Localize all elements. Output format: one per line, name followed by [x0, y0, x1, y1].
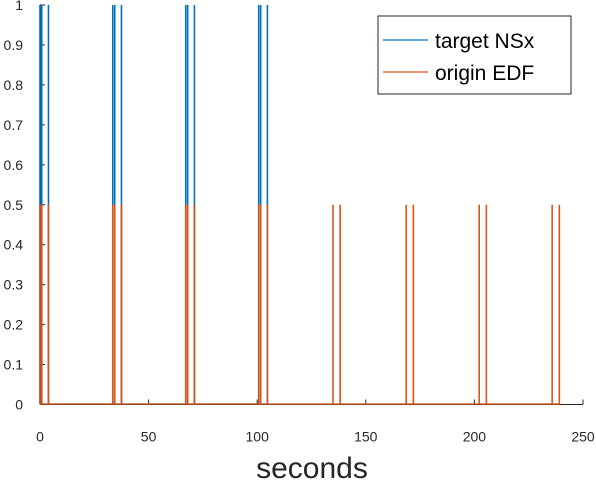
x-tick-label: 150	[354, 429, 378, 445]
y-tick-label: 0.7	[4, 117, 24, 133]
x-axis-title: seconds	[256, 452, 368, 483]
x-tick-label: 250	[571, 429, 595, 445]
y-tick-label: 0.2	[4, 317, 24, 333]
series-layer	[39, 5, 561, 405]
y-ticks: 0 0.1 0.2 0.3 0.4 0.5 0.6 0.7 0.8 0.9 1	[4, 0, 45, 413]
x-tick-label: 0	[36, 429, 44, 445]
y-tick-label: 0.6	[4, 157, 24, 173]
legend: target NSx origin EDF	[377, 15, 572, 95]
y-tick-label: 0.9	[4, 37, 24, 53]
y-tick-label: 0.5	[4, 197, 24, 213]
y-tick-label: 0.4	[4, 237, 24, 253]
y-tick-label: 0.8	[4, 77, 24, 93]
y-tick-label: 0.1	[4, 357, 24, 373]
legend-label-target-nsx: target NSx	[435, 30, 535, 53]
y-tick-label: 0.3	[4, 277, 24, 293]
y-tick-label: 1	[15, 0, 23, 13]
y-tick-label: 0	[15, 397, 23, 413]
legend-label-origin-edf: origin EDF	[435, 62, 534, 85]
series-origin-edf	[39, 204, 561, 405]
x-tick-label: 50	[141, 429, 157, 445]
x-tick-label: 200	[463, 429, 487, 445]
x-tick-label: 100	[246, 429, 270, 445]
series-target-nsx	[39, 5, 269, 405]
x-ticks: 0 50 100 150 200 250	[36, 399, 595, 445]
legend-box	[377, 15, 572, 95]
